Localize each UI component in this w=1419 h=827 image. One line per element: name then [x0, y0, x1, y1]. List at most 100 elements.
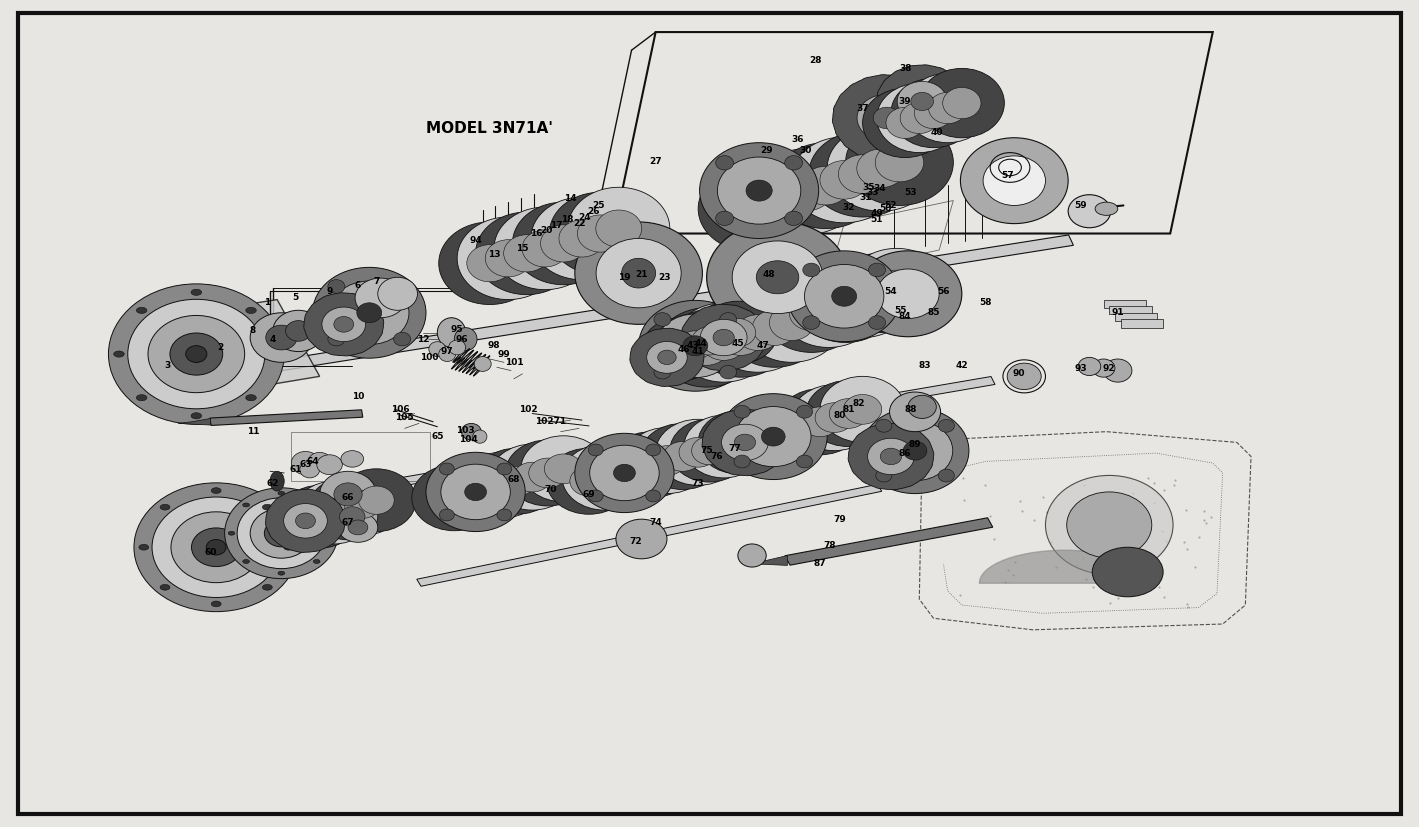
Ellipse shape [718, 320, 763, 356]
Bar [1121, 319, 1164, 327]
Text: 68: 68 [508, 475, 521, 484]
Ellipse shape [942, 88, 981, 118]
Ellipse shape [504, 235, 549, 272]
Ellipse shape [148, 315, 244, 393]
Ellipse shape [1067, 492, 1152, 558]
Text: 9: 9 [326, 287, 333, 296]
Text: 16: 16 [531, 229, 543, 238]
Bar [1110, 306, 1152, 314]
Ellipse shape [498, 466, 536, 496]
Ellipse shape [426, 452, 525, 532]
Circle shape [228, 531, 236, 535]
Text: 51: 51 [870, 215, 883, 224]
Ellipse shape [474, 356, 491, 371]
Ellipse shape [920, 69, 1005, 138]
Ellipse shape [752, 310, 797, 346]
Text: 38: 38 [898, 64, 911, 73]
Ellipse shape [482, 471, 521, 500]
Ellipse shape [742, 283, 841, 362]
Text: 84: 84 [898, 312, 911, 321]
Ellipse shape [578, 440, 663, 506]
Ellipse shape [348, 520, 368, 535]
Ellipse shape [820, 160, 868, 199]
Ellipse shape [829, 399, 867, 428]
Ellipse shape [1078, 357, 1101, 375]
Circle shape [160, 504, 170, 510]
Ellipse shape [224, 488, 338, 579]
Ellipse shape [779, 268, 878, 347]
Ellipse shape [458, 452, 543, 519]
Bar [1104, 299, 1147, 308]
Text: 81: 81 [841, 405, 854, 414]
Ellipse shape [467, 245, 512, 282]
Text: 66: 66 [342, 493, 355, 502]
Text: 32: 32 [841, 203, 854, 212]
Text: 37: 37 [856, 103, 868, 112]
Text: 34: 34 [873, 184, 885, 194]
Ellipse shape [792, 385, 877, 451]
Text: 80: 80 [834, 411, 846, 419]
Ellipse shape [512, 202, 614, 284]
Text: 33: 33 [866, 188, 878, 197]
Ellipse shape [264, 519, 298, 547]
Ellipse shape [596, 210, 641, 247]
Ellipse shape [832, 286, 857, 306]
Ellipse shape [541, 225, 586, 262]
Ellipse shape [719, 428, 756, 457]
Ellipse shape [322, 473, 402, 536]
Ellipse shape [275, 528, 288, 538]
Text: 79: 79 [833, 514, 846, 523]
Ellipse shape [616, 519, 667, 559]
Ellipse shape [732, 241, 823, 313]
Ellipse shape [656, 314, 735, 378]
Ellipse shape [790, 137, 898, 222]
Text: 105: 105 [396, 414, 414, 422]
Ellipse shape [270, 471, 284, 491]
Ellipse shape [656, 313, 735, 376]
Text: 61: 61 [289, 465, 302, 474]
Ellipse shape [308, 452, 331, 471]
Circle shape [328, 531, 335, 535]
Ellipse shape [809, 131, 917, 217]
Text: 75: 75 [701, 446, 712, 455]
Ellipse shape [545, 454, 583, 484]
Ellipse shape [654, 366, 671, 379]
Text: 70: 70 [545, 485, 558, 494]
Polygon shape [702, 409, 788, 476]
Ellipse shape [170, 512, 261, 583]
Circle shape [284, 544, 294, 550]
Ellipse shape [721, 424, 768, 461]
Ellipse shape [873, 108, 900, 129]
Text: 74: 74 [650, 518, 663, 527]
Ellipse shape [846, 120, 954, 205]
Ellipse shape [494, 207, 596, 289]
Ellipse shape [285, 321, 311, 342]
Polygon shape [833, 74, 941, 161]
Circle shape [243, 503, 250, 507]
Text: 57: 57 [1000, 171, 1013, 180]
Ellipse shape [128, 299, 265, 409]
Text: 11: 11 [247, 428, 260, 436]
Ellipse shape [839, 155, 887, 194]
Ellipse shape [874, 270, 920, 306]
Ellipse shape [295, 513, 315, 528]
Ellipse shape [1093, 547, 1164, 597]
Ellipse shape [490, 444, 575, 510]
Text: 53: 53 [904, 188, 917, 197]
Ellipse shape [762, 428, 785, 446]
Ellipse shape [485, 240, 531, 277]
Ellipse shape [617, 454, 656, 484]
Ellipse shape [890, 392, 941, 432]
Circle shape [278, 571, 285, 575]
Text: 24: 24 [579, 213, 592, 222]
Circle shape [1095, 202, 1118, 215]
Text: 44: 44 [695, 339, 707, 348]
Ellipse shape [322, 307, 366, 342]
Ellipse shape [670, 419, 749, 482]
Ellipse shape [788, 251, 901, 342]
Text: 91: 91 [1111, 308, 1124, 318]
Ellipse shape [1007, 363, 1042, 390]
Ellipse shape [497, 509, 512, 521]
Ellipse shape [294, 481, 373, 544]
Ellipse shape [863, 88, 948, 158]
